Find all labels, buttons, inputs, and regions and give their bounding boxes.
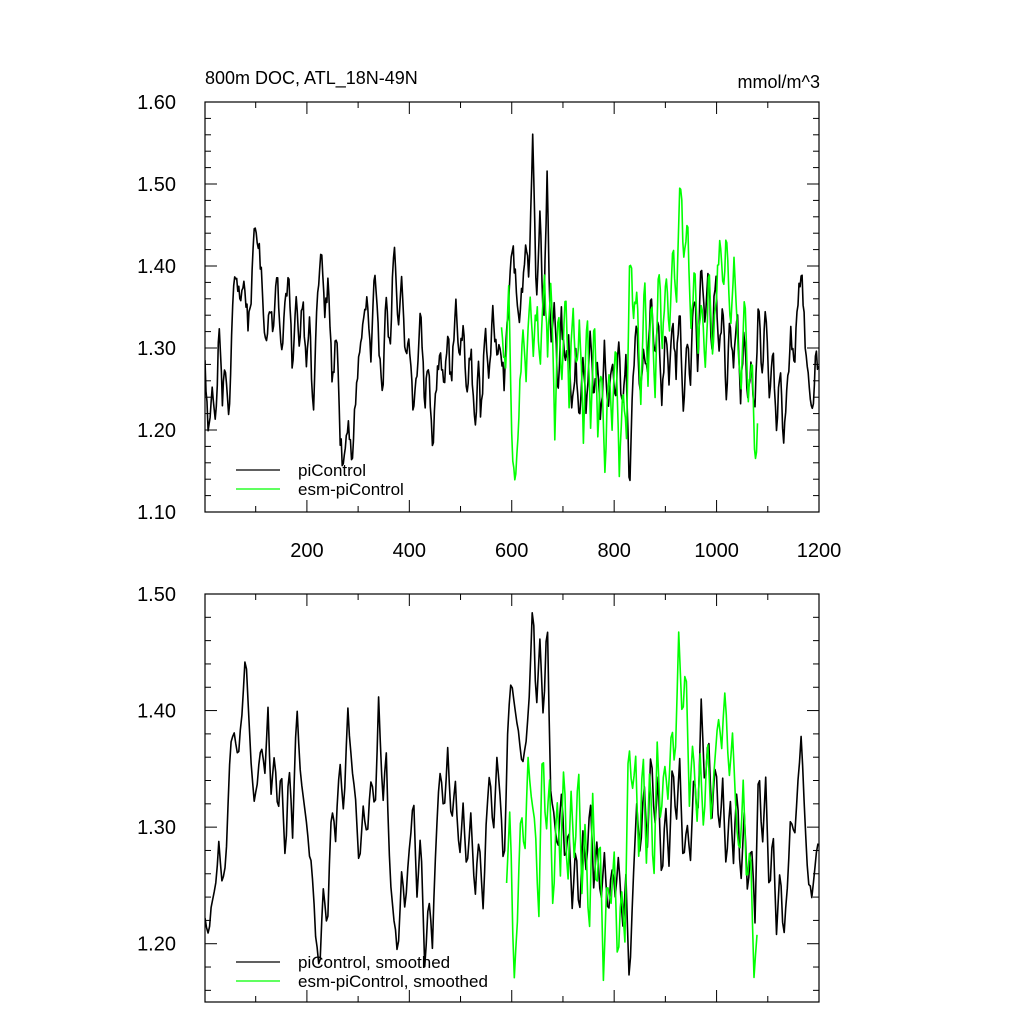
x-tick-label: 600	[495, 540, 528, 562]
y-tick-label: 1.50	[137, 174, 176, 196]
x-tick-label: 1200	[797, 540, 842, 562]
legend: piControl, smoothed esm-piControl, smoot…	[236, 953, 488, 991]
plot-frame	[204, 593, 820, 1003]
y-tick-label: 1.40	[137, 701, 176, 723]
legend-label-picontrol: piControl	[298, 461, 366, 480]
y-tick-label: 1.30	[137, 817, 176, 839]
series-line-esm-picontrol	[500, 187, 759, 481]
legend-label-esm-picontrol: esm-piControl	[298, 480, 404, 499]
chart-title: 800m DOC, ATL_18N-49N	[205, 68, 418, 89]
series-line-picontrol-smoothed	[205, 611, 819, 976]
legend-label-esm-picontrol-smoothed: esm-piControl, smoothed	[298, 972, 488, 991]
series-line-esm-picontrol-smoothed	[505, 631, 758, 982]
y-tick-label: 1.10	[137, 502, 176, 524]
y-tick-label: 1.50	[137, 584, 176, 606]
bottom-chart: 1.20 1.30 1.40 1.50 piControl, smoothed esm…	[137, 584, 820, 1003]
x-tick-label: 400	[393, 540, 426, 562]
x-tick-label: 1000	[694, 540, 739, 562]
y-tick-label: 1.20	[137, 934, 176, 956]
legend: piControl esm-piControl	[236, 461, 404, 499]
x-tick-label: 800	[597, 540, 630, 562]
legend-label-picontrol-smoothed: piControl, smoothed	[298, 953, 450, 972]
top-chart: 800m DOC, ATL_18N-49N mmol/m^3 1.10 1.20 1…	[137, 68, 841, 562]
y-tick-label: 1.30	[137, 338, 176, 360]
y-tick-label: 1.20	[137, 420, 176, 442]
x-tick-label: 200	[290, 540, 323, 562]
y-tick-label: 1.40	[137, 256, 176, 278]
units-label: mmol/m^3	[738, 72, 820, 92]
y-tick-label: 1.60	[137, 92, 176, 114]
